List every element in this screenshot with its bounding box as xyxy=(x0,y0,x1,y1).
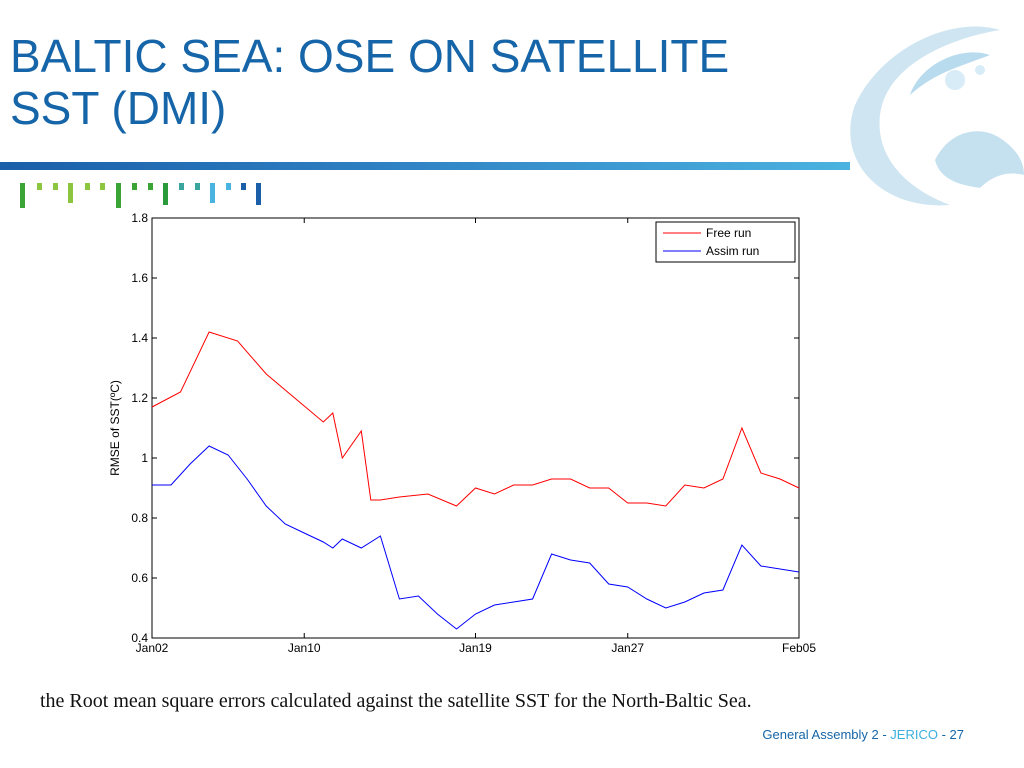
x-tick-label: Feb05 xyxy=(782,641,816,655)
series-line-assim-run xyxy=(152,445,800,630)
rmse-line-chart: 0.40.60.811.21.41.61.8 Jan02 Jan10 Jan19 Ja… xyxy=(108,211,816,655)
y-axis: 0.4 0.6 0.8 1 1.2 1.4 1.6 1.8 xyxy=(131,211,799,645)
slide-footer: General Assembly 2 - JERICO - 27 xyxy=(762,727,964,742)
jerico-logo-icon xyxy=(850,26,1024,206)
title-line-1: BALTIC SEA: OSE ON SATELLITE xyxy=(10,30,730,82)
legend-label-assim-run: Assim run xyxy=(706,244,759,258)
y-tick-label: 1.4 xyxy=(131,331,148,345)
tick-bar xyxy=(241,183,246,190)
tick-bar xyxy=(85,183,90,190)
legend-box xyxy=(655,221,796,263)
legend: Free run Assim run xyxy=(655,221,796,263)
x-axis: Jan02 Jan10 Jan19 Jan27 Feb05 xyxy=(136,218,816,655)
y-tick-label: 1.8 xyxy=(131,211,148,225)
x-tick-label: Jan10 xyxy=(288,641,321,655)
y-tick-label: 1.2 xyxy=(131,391,148,405)
tick-bar xyxy=(163,183,168,205)
slide-title: BALTIC SEA: OSE ON SATELLITE SST (DMI) xyxy=(10,30,810,134)
tick-bar xyxy=(132,183,137,190)
tick-bar xyxy=(195,183,200,190)
footer-project: JERICO xyxy=(890,727,938,742)
x-tick-label: Jan27 xyxy=(611,641,644,655)
footer-separator: - xyxy=(937,727,950,742)
x-tick-label: Jan02 xyxy=(136,641,169,655)
y-tick-label: 1 xyxy=(141,451,148,465)
y-tick-label: 1.6 xyxy=(131,271,148,285)
title-divider-bar xyxy=(0,162,850,170)
legend-label-free-run: Free run xyxy=(706,226,751,240)
x-tick-label: Jan19 xyxy=(459,641,492,655)
series-lines xyxy=(151,331,800,630)
tick-bar xyxy=(100,183,105,190)
tick-bar xyxy=(210,183,215,203)
tick-bar xyxy=(68,183,73,203)
y-axis-label: RMSE of SST(ºC) xyxy=(108,380,122,476)
y-tick-label: 0.8 xyxy=(131,511,148,525)
title-line-2: SST (DMI) xyxy=(10,82,227,134)
series-line-free-run xyxy=(151,331,800,507)
tick-bar xyxy=(148,183,153,190)
y-tick-label: 0.4 xyxy=(131,631,148,645)
tick-bar xyxy=(256,183,261,205)
tick-bar xyxy=(116,183,121,208)
tick-bar xyxy=(226,183,231,190)
tick-bar xyxy=(179,183,184,190)
decorative-tick-bars xyxy=(20,183,261,208)
plot-area xyxy=(151,217,800,639)
tick-bar xyxy=(37,183,42,190)
page-number: 27 xyxy=(949,727,964,742)
tick-bar xyxy=(53,183,58,190)
tick-bar xyxy=(20,183,25,208)
y-tick-label: 0.6 xyxy=(131,571,148,585)
figure-caption: the Root mean square errors calculated a… xyxy=(40,690,752,712)
footer-event: General Assembly 2 - xyxy=(762,727,891,742)
